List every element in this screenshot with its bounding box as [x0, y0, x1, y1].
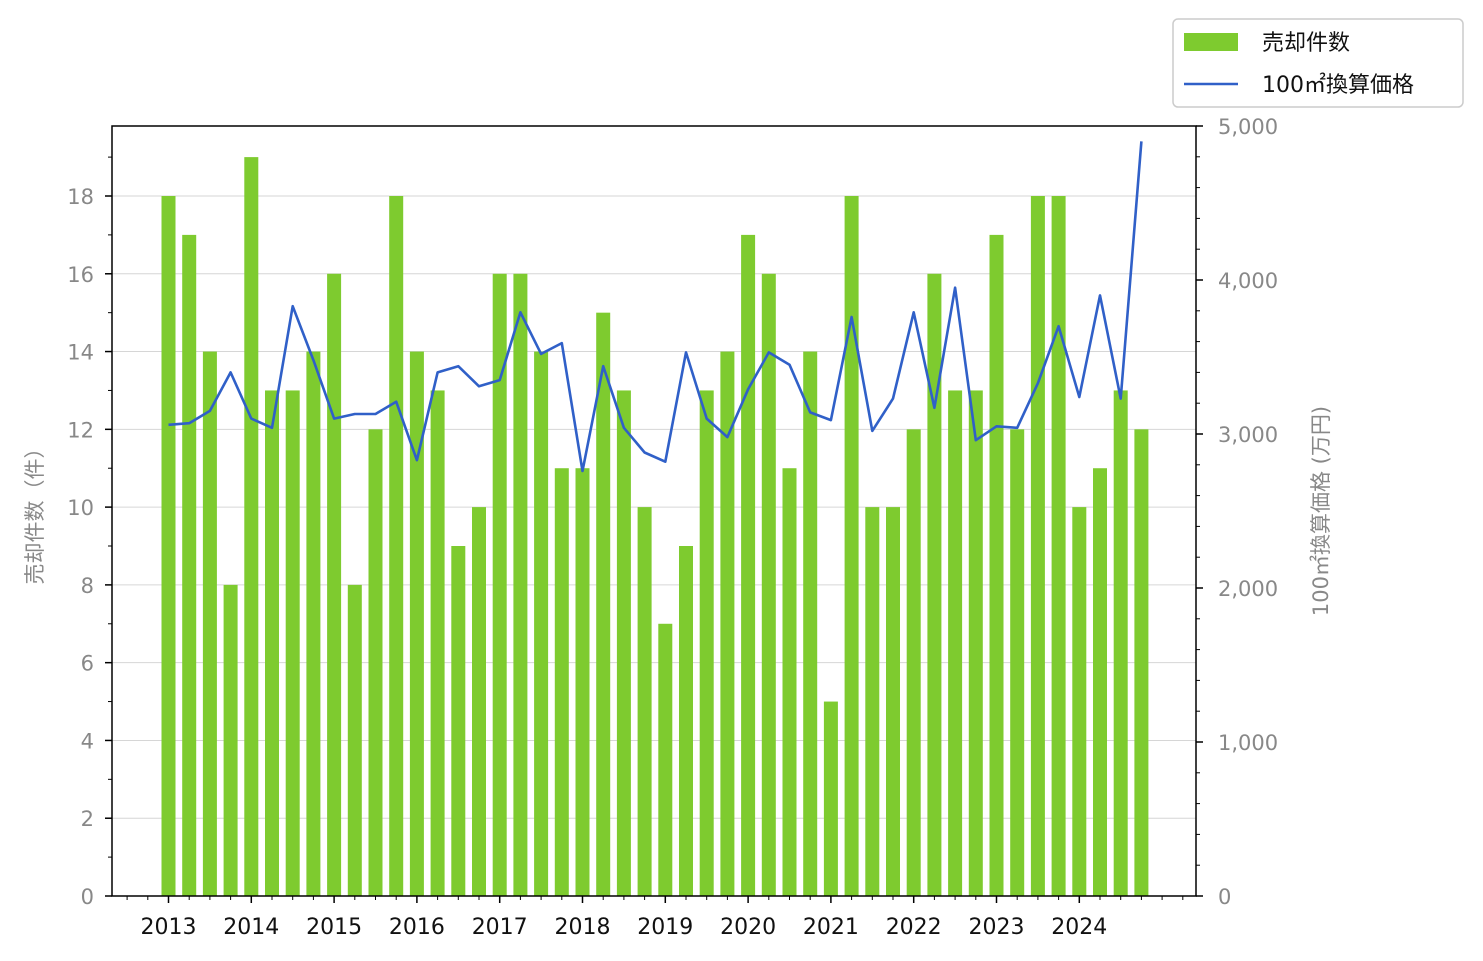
left-tick-label: 10 — [67, 496, 94, 520]
bar — [575, 468, 590, 896]
bar — [637, 507, 652, 896]
bar — [472, 507, 486, 896]
legend: 売却件数 100㎡換算価格 — [1172, 18, 1464, 108]
bar — [906, 429, 921, 896]
bar — [1051, 196, 1066, 896]
left-tick-label: 8 — [81, 574, 94, 598]
bar — [658, 623, 673, 896]
legend-line-label: 100㎡換算価格 — [1262, 72, 1414, 98]
bar — [989, 234, 1004, 896]
bar — [327, 273, 342, 896]
bar — [616, 390, 631, 896]
bar — [948, 390, 963, 896]
right-axis: 0 1,000 2,000 3,000 4,000 5,000 — [1196, 115, 1278, 909]
x-tick-label: 2013 — [141, 915, 197, 940]
bar — [554, 468, 569, 896]
left-tick-label: 16 — [67, 263, 94, 287]
x-tick-label: 2024 — [1051, 915, 1107, 940]
left-tick-label: 0 — [81, 885, 94, 909]
bar — [451, 546, 466, 896]
x-tick-label: 2015 — [306, 915, 362, 940]
bar — [596, 312, 611, 897]
x-tick-label: 2021 — [803, 915, 859, 940]
left-axis-label: 売却件数（件） — [23, 438, 47, 585]
bar — [1113, 390, 1128, 896]
bar — [265, 390, 279, 896]
right-tick-label: 5,000 — [1218, 115, 1278, 139]
left-tick-label: 2 — [81, 807, 94, 831]
bar — [823, 701, 838, 896]
price-line — [168, 141, 1143, 473]
bar — [182, 234, 197, 896]
bar — [161, 196, 176, 896]
x-tick-label: 2018 — [555, 915, 611, 940]
right-tick-label: 4,000 — [1218, 269, 1278, 293]
bar — [699, 390, 714, 896]
line-series — [168, 141, 1143, 473]
x-tick-label: 2019 — [637, 915, 693, 940]
bar — [1010, 429, 1025, 896]
bar — [223, 584, 238, 896]
bar — [886, 507, 900, 896]
bar — [1030, 196, 1045, 896]
bar — [513, 273, 528, 896]
right-axis-label: 100㎡換算価格 (万円) — [1309, 406, 1333, 616]
bar — [430, 390, 445, 896]
bar — [202, 351, 217, 896]
bar — [741, 234, 756, 896]
x-tick-label: 2022 — [886, 915, 942, 940]
bar — [389, 196, 404, 896]
bar — [368, 429, 383, 896]
bar — [1134, 429, 1149, 896]
right-tick-label: 3,000 — [1218, 423, 1278, 447]
bar — [285, 390, 300, 896]
right-tick-label: 0 — [1218, 885, 1231, 909]
bar — [409, 351, 424, 896]
x-tick-label: 2016 — [389, 915, 445, 940]
bar — [782, 468, 797, 896]
bar — [492, 273, 507, 896]
bar — [244, 157, 259, 897]
left-tick-label: 18 — [67, 185, 94, 209]
bar — [306, 351, 321, 896]
legend-bar-swatch — [1184, 33, 1238, 51]
x-tick-label: 2020 — [720, 915, 776, 940]
bar — [761, 273, 776, 896]
bar — [534, 351, 549, 896]
bar — [1093, 468, 1107, 896]
bar — [679, 546, 693, 896]
right-tick-label: 2,000 — [1218, 577, 1278, 601]
bar — [347, 584, 362, 896]
right-tick-label: 1,000 — [1218, 731, 1278, 755]
bar — [865, 507, 880, 896]
left-tick-label: 12 — [67, 418, 94, 442]
bar — [1072, 507, 1087, 896]
bar — [968, 390, 983, 896]
x-axis: 2013 2014 2015 2016 2017 2018 2019 2020 2021 2022… — [126, 896, 1184, 940]
bar — [844, 196, 859, 896]
bar-series — [161, 157, 1149, 897]
legend-box — [1172, 18, 1464, 108]
bar — [720, 351, 735, 896]
x-tick-label: 2023 — [969, 915, 1025, 940]
left-axis: 0 2 4 6 8 10 12 14 16 18 — [67, 156, 112, 909]
x-tick-label: 2014 — [223, 915, 279, 940]
left-tick-label: 14 — [67, 341, 94, 365]
bar — [927, 273, 942, 896]
legend-bar-label: 売却件数 — [1262, 31, 1350, 56]
x-tick-label: 2017 — [472, 915, 528, 940]
left-tick-label: 4 — [81, 729, 94, 753]
bar — [803, 351, 818, 896]
plot-frame — [111, 125, 1197, 897]
left-tick-label: 6 — [81, 652, 94, 676]
